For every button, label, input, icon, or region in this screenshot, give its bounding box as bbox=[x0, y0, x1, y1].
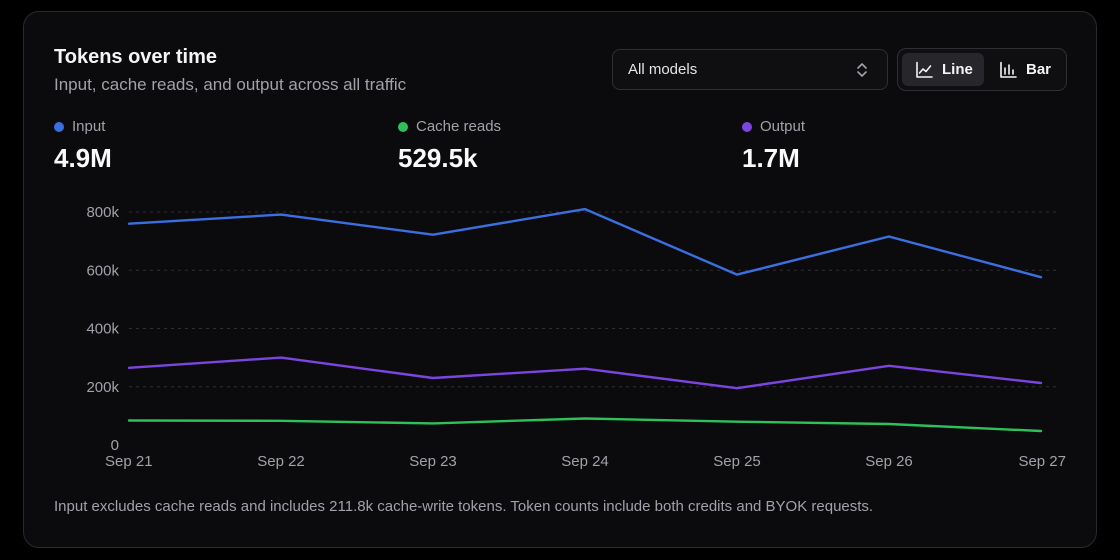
input-legend-dot bbox=[54, 121, 64, 132]
tokens-card bbox=[23, 11, 1097, 548]
card-subtitle: Input, cache reads, and output across al… bbox=[54, 75, 407, 94]
output-legend-dot bbox=[742, 121, 752, 132]
cache-reads-legend-dot bbox=[398, 121, 408, 132]
stat-output-value: 1.7M bbox=[742, 143, 800, 173]
bar-chart-icon bbox=[1000, 61, 1017, 78]
stat-cache-reads-name: Cache reads bbox=[416, 118, 502, 135]
chevrons-up-down-icon bbox=[857, 63, 867, 77]
stat-output-name: Output bbox=[760, 118, 806, 135]
line-chart-icon bbox=[916, 61, 933, 78]
bar-view-label: Bar bbox=[1026, 61, 1052, 78]
footnote: Input excludes cache reads and includes … bbox=[54, 498, 874, 515]
model-select-value: All models bbox=[628, 61, 698, 78]
stat-cache-reads-value: 529.5k bbox=[398, 143, 478, 173]
bar-view-button[interactable]: Bar bbox=[988, 53, 1062, 86]
stat-input: Input 4.9M bbox=[54, 118, 112, 174]
stat-output: Output 1.7M bbox=[742, 118, 805, 174]
line-view-button[interactable]: Line bbox=[902, 53, 984, 86]
stat-input-value: 4.9M bbox=[54, 143, 112, 173]
stat-cache-reads: Cache reads 529.5k bbox=[398, 118, 501, 174]
card-title: Tokens over time bbox=[54, 46, 218, 68]
model-select[interactable]: All models bbox=[612, 49, 888, 90]
line-view-label: Line bbox=[942, 61, 973, 78]
stat-input-name: Input bbox=[72, 118, 106, 135]
chart-type-toggle: Line Bar bbox=[897, 48, 1067, 91]
